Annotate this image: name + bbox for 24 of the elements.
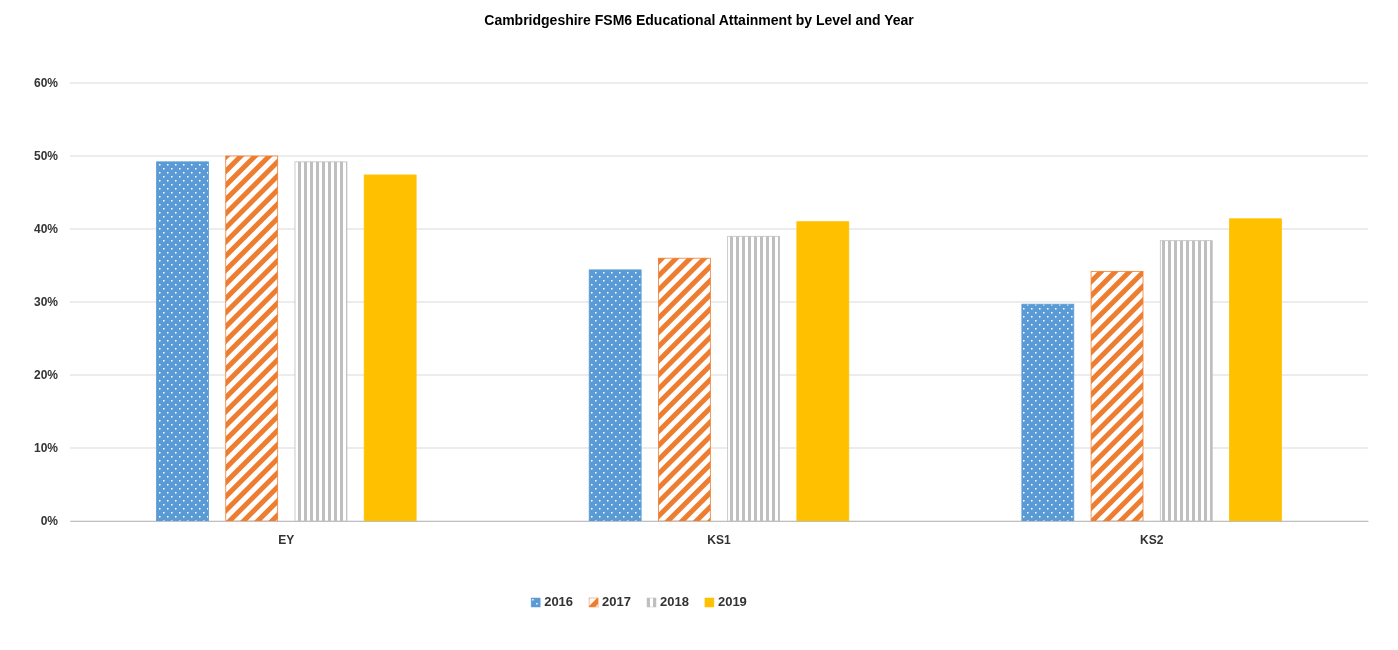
x-tick-label: KS2 bbox=[1139, 532, 1164, 547]
bar bbox=[1021, 303, 1075, 522]
y-tick-label: 10% bbox=[33, 441, 59, 456]
y-tick-label: 0% bbox=[40, 514, 59, 529]
legend-label: 2017 bbox=[602, 594, 631, 609]
x-tick-label: KS1 bbox=[707, 532, 731, 547]
y-tick-label: 30% bbox=[33, 295, 59, 310]
bar bbox=[1229, 218, 1282, 522]
bar bbox=[156, 161, 209, 522]
bar bbox=[588, 269, 642, 522]
legend-label: 2016 bbox=[544, 594, 574, 609]
bar bbox=[796, 221, 850, 522]
bar bbox=[363, 174, 417, 522]
chart-title: Cambridgeshire FSM6 Educational Attainment by Level and Year bbox=[484, 12, 915, 28]
bar bbox=[658, 257, 711, 522]
bar bbox=[1090, 270, 1144, 522]
y-tick-label: 20% bbox=[33, 368, 59, 383]
bar bbox=[225, 155, 279, 522]
x-tick-label: EY bbox=[278, 532, 295, 547]
legend-label: 2019 bbox=[717, 594, 747, 609]
legend-label: 2018 bbox=[660, 594, 689, 609]
y-tick-label: 40% bbox=[33, 222, 59, 237]
y-tick-label: 60% bbox=[33, 76, 59, 91]
y-tick-label: 50% bbox=[33, 149, 59, 164]
